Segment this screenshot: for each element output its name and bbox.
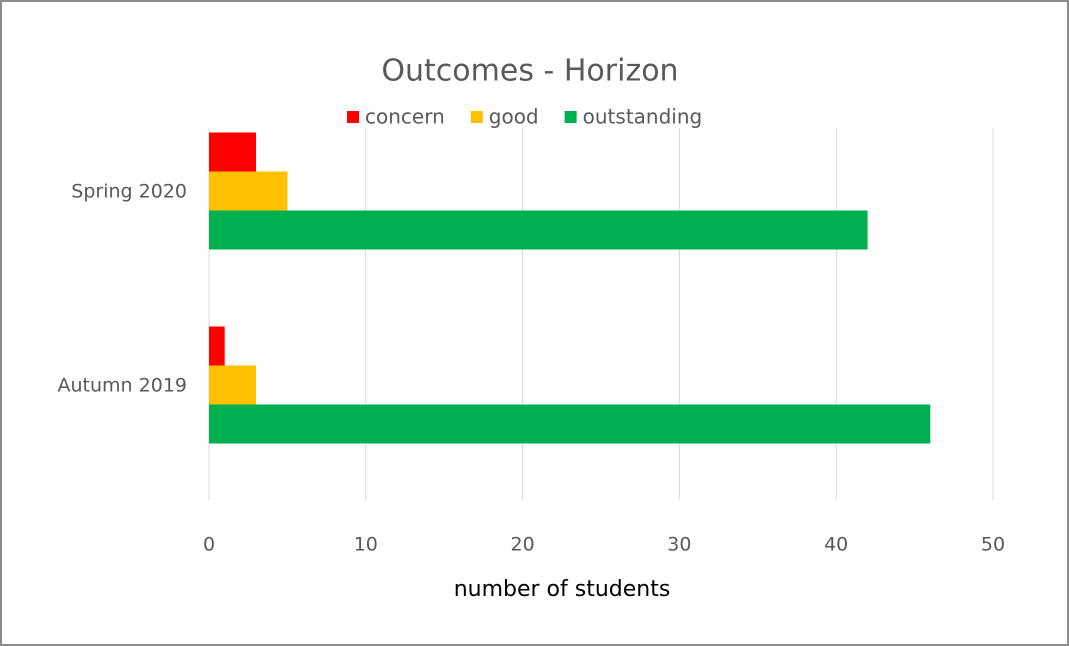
x-tick-label: 30: [667, 534, 691, 556]
y-tick-label: Spring 2020: [71, 181, 187, 203]
bar: [209, 171, 288, 211]
bar: [209, 404, 931, 444]
chart-title: Outcomes - Horizon: [381, 54, 678, 89]
bar: [209, 210, 868, 250]
y-tick-label: Autumn 2019: [58, 375, 187, 397]
x-tick-label: 50: [981, 534, 1005, 556]
bar: [209, 132, 257, 172]
x-tick-label: 10: [354, 534, 378, 556]
bar: [209, 326, 225, 366]
x-tick-label: 40: [824, 534, 848, 556]
legend-swatch: [470, 111, 483, 123]
legend-swatch: [347, 111, 359, 123]
legend-label: concern: [365, 105, 445, 129]
x-axis-label: number of students: [454, 577, 671, 602]
legend-swatch: [564, 111, 577, 123]
x-tick-label: 0: [203, 534, 215, 556]
legend-label: outstanding: [583, 105, 703, 129]
x-tick-label: 20: [511, 534, 535, 556]
bar: [209, 365, 257, 405]
legend-label: good: [489, 105, 539, 129]
